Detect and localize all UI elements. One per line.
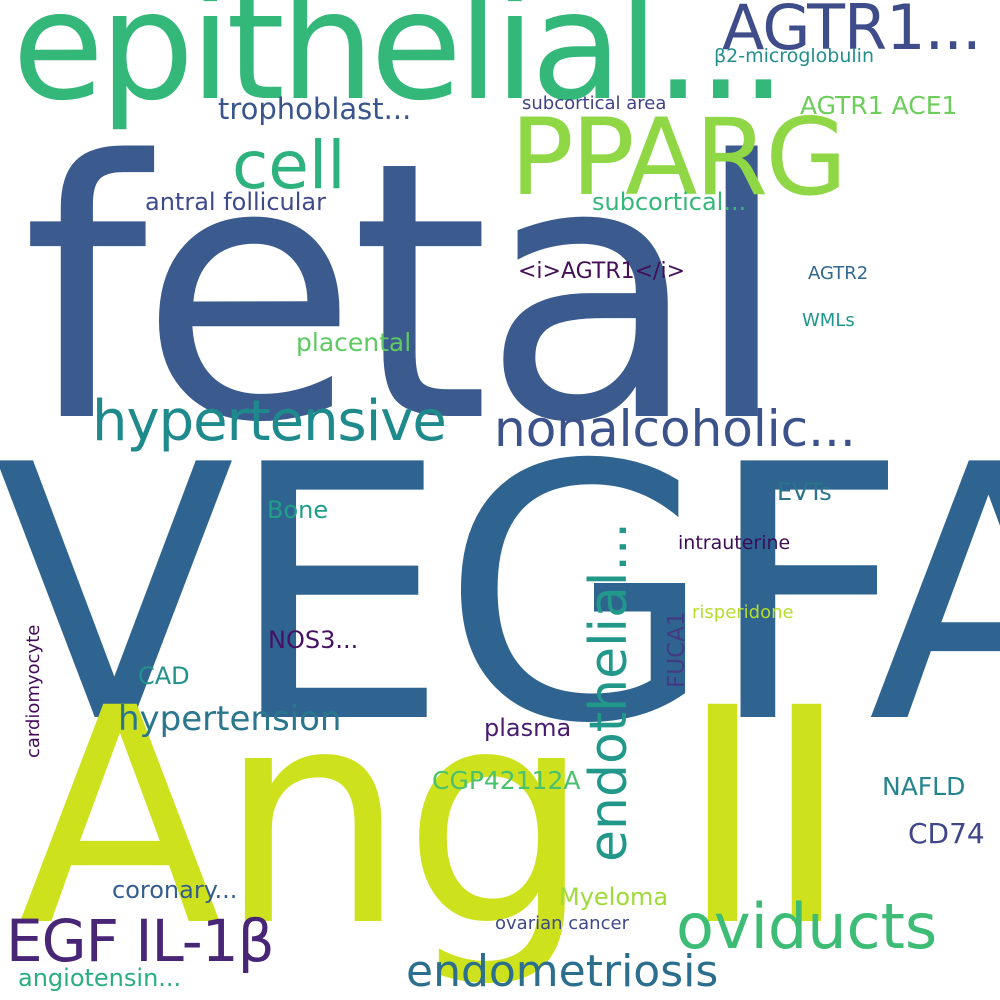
word-intrauterine: intrauterine: [678, 532, 791, 554]
word-risperidone: risperidone: [692, 602, 794, 623]
word-hypertensive: hypertensive: [92, 389, 447, 454]
word-epithelial: epithelial...: [12, 0, 787, 134]
word-fuca1: FUCA1: [664, 611, 690, 689]
word-plasma: plasma: [484, 714, 572, 742]
word-evts: EVTs: [777, 478, 832, 506]
word-vegfa: VEGFA: [0, 391, 1000, 801]
word-pparg: PPARG: [510, 96, 847, 219]
word-cardiomyocyte: cardiomyocyte: [23, 624, 44, 758]
word-nos3: NOS3...: [268, 626, 359, 654]
word-endothelial: endothelial...: [579, 522, 639, 862]
word-wmls: WMLs: [802, 310, 855, 331]
word-agtr1: AGTR1...: [722, 0, 982, 64]
word-cd74: CD74: [908, 817, 985, 850]
word-bone: Bone: [267, 496, 329, 524]
word-cad: CAD: [138, 662, 190, 690]
word-nonalcoholic: nonalcoholic...: [494, 400, 856, 458]
word-subcortical: subcortical...: [592, 188, 747, 216]
word-oviducts: oviducts: [676, 890, 938, 963]
word-trophoblast: trophoblast...: [218, 92, 412, 126]
word-b2-microglobulin: β2-microglobulin: [714, 45, 874, 67]
word-fetal: fetal: [22, 86, 791, 500]
word-nafld: NAFLD: [882, 772, 966, 801]
word-egf-il-1b: EGF IL-1β: [6, 907, 275, 975]
word-subcortical-area: subcortical area: [522, 93, 667, 114]
word-cell: cell: [232, 127, 346, 204]
word-angiotensin: angiotensin...: [18, 964, 182, 992]
word-placental: placental: [296, 328, 412, 357]
word-coronary: coronary...: [112, 876, 238, 904]
word-i-agtr1-i: <i>AGTR1</i>: [518, 259, 686, 284]
word-ang-ii: Ang II: [18, 645, 850, 992]
word-endometriosis: endometriosis: [406, 946, 719, 997]
word-antral-follicular: antral follicular: [145, 188, 326, 216]
word-hypertension: hypertension: [118, 699, 342, 739]
word-agtr1-ace1: AGTR1 ACE1: [800, 91, 958, 120]
word-ovarian-cancer: ovarian cancer: [495, 913, 629, 934]
word-cgp42112a: CGP42112A: [432, 766, 581, 795]
word-agtr2: AGTR2: [808, 263, 869, 284]
word-myeloma: Myeloma: [559, 883, 669, 911]
